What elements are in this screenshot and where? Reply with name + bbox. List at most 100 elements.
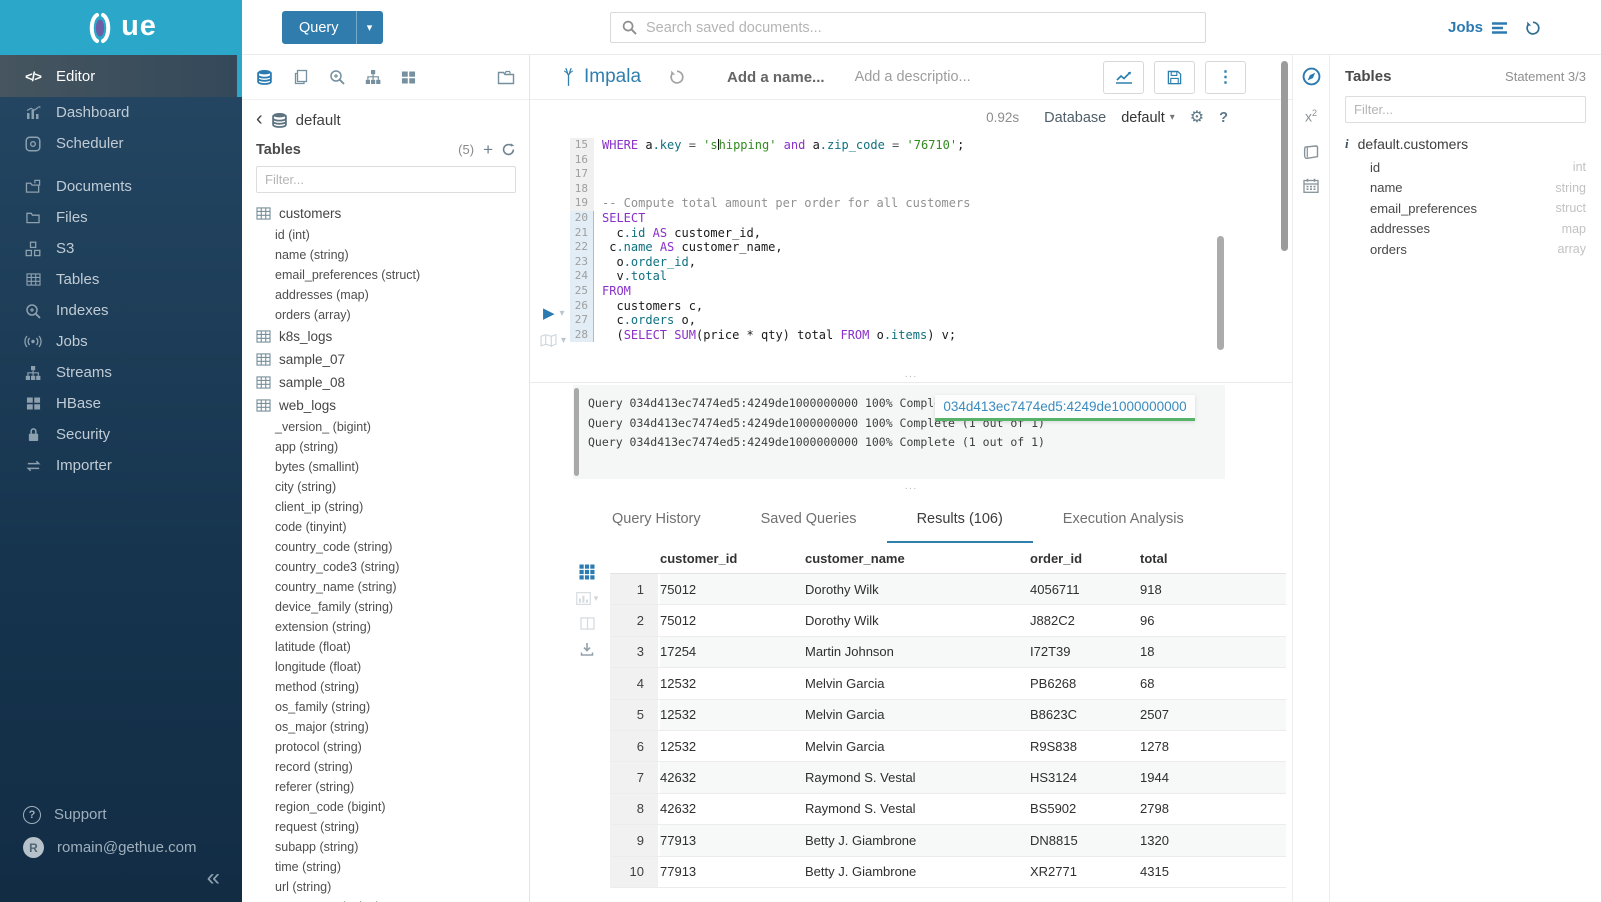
assist-tree-item[interactable]: protocol (string) xyxy=(242,737,529,757)
schema-column-row[interactable]: orders array xyxy=(1345,239,1586,260)
assist-filter-input[interactable] xyxy=(256,166,516,193)
assist-tree-item[interactable]: client_ip (string) xyxy=(242,497,529,517)
user-menu[interactable]: R romain@gethue.com xyxy=(0,831,242,864)
hue-logo[interactable]: ue xyxy=(0,0,242,55)
help-icon[interactable]: ? xyxy=(1219,109,1228,126)
assist-tree-item[interactable]: latitude (float) xyxy=(242,637,529,657)
tab[interactable]: Saved Queries xyxy=(731,496,887,543)
sidebar-collapse-button[interactable]: « xyxy=(206,864,220,891)
settings-gear-icon[interactable]: ⚙ xyxy=(1189,108,1205,126)
assist-tree-item[interactable]: request (string) xyxy=(242,817,529,837)
assist-tree-item[interactable]: email_preferences (struct) xyxy=(242,265,529,285)
assist-tree-item[interactable]: country_code3 (string) xyxy=(242,557,529,577)
log-scrollbar[interactable] xyxy=(574,388,579,476)
assist-tree-item[interactable]: os_family (string) xyxy=(242,697,529,717)
query-name-field[interactable]: Add a name... xyxy=(727,68,825,86)
assist-tree-item[interactable]: city (string) xyxy=(242,477,529,497)
code-line[interactable]: 28 (SELECT SUM(price * qty) total FROM o… xyxy=(530,327,1292,343)
column-header[interactable]: customer_name xyxy=(805,551,905,566)
assist-tree-item[interactable]: country_name (string) xyxy=(242,577,529,597)
assist-tree-item[interactable]: code (tinyint) xyxy=(242,517,529,537)
assist-tree-item[interactable]: referer (string) xyxy=(242,777,529,797)
apps-grid-icon[interactable] xyxy=(401,70,416,85)
table-row[interactable]: 10 77913 Betty J. Giambrone XR2771 4315 xyxy=(610,856,1286,888)
assist-tree-item[interactable]: sample_08 xyxy=(242,371,529,394)
support-link[interactable]: ? Support xyxy=(0,798,242,831)
refresh-icon[interactable] xyxy=(502,143,515,156)
run-options-caret[interactable]: ▾ xyxy=(559,308,565,319)
sql-code-editor[interactable]: 15 WHERE a.key = 'shipping' and a.zip_cod… xyxy=(530,138,1292,343)
sidebar-item[interactable]: Indexes xyxy=(0,295,242,326)
code-line[interactable]: 25 FROM xyxy=(530,283,1292,299)
table-row[interactable]: 4 12532 Melvin Garcia PB6268 68 xyxy=(610,668,1286,700)
code-line[interactable]: 27 c.orders o, xyxy=(530,313,1292,328)
databases-icon[interactable] xyxy=(256,69,273,86)
grid-view-icon[interactable] xyxy=(579,564,595,580)
sidebar-item[interactable]: Security xyxy=(0,419,242,450)
save-button[interactable] xyxy=(1154,60,1195,94)
assist-tree-item[interactable]: web_logs xyxy=(242,394,529,417)
query-history-icon[interactable] xyxy=(669,69,685,85)
column-header[interactable]: order_id xyxy=(1030,551,1083,566)
tab[interactable]: Results (106) xyxy=(886,496,1033,543)
add-table-icon[interactable]: + xyxy=(483,140,493,159)
sidebar-item[interactable]: Tables xyxy=(0,264,242,295)
more-actions-button[interactable]: ⋮ xyxy=(1205,60,1246,94)
sidebar-item[interactable]: </> Editor xyxy=(0,55,242,97)
database-breadcrumb[interactable]: ‹ default xyxy=(242,100,529,131)
editor-scrollbar[interactable] xyxy=(1217,236,1224,350)
documents-icon[interactable] xyxy=(293,69,309,85)
sitemap-icon[interactable] xyxy=(365,69,381,85)
new-query-button[interactable]: Query ▾ xyxy=(282,11,383,44)
code-line[interactable]: 23 o.order_id, xyxy=(530,254,1292,270)
assist-tree-item[interactable]: os_major (string) xyxy=(242,717,529,737)
assist-tree-item[interactable]: device_family (string) xyxy=(242,597,529,617)
assist-tree-item[interactable]: user_agent (string) xyxy=(242,897,529,902)
search-input[interactable] xyxy=(646,19,1194,36)
code-line[interactable]: 24 v.total xyxy=(530,269,1292,284)
resize-handle-bottom[interactable]: ··· xyxy=(904,483,918,494)
assist-tree-item[interactable]: orders (array) xyxy=(242,305,529,325)
tab[interactable]: Execution Analysis xyxy=(1033,496,1214,543)
assist-tree-item[interactable]: longitude (float) xyxy=(242,657,529,677)
assist-tree-item[interactable]: k8s_logs xyxy=(242,325,529,348)
assist-tree-item[interactable]: id (int) xyxy=(242,225,529,245)
chart-button[interactable] xyxy=(1103,60,1144,94)
column-header[interactable]: customer_id xyxy=(660,551,738,566)
sidebar-item[interactable]: Documents xyxy=(0,171,242,202)
assist-tree-item[interactable]: name (string) xyxy=(242,245,529,265)
schema-column-row[interactable]: addresses map xyxy=(1345,219,1586,240)
code-line[interactable]: 20 SELECT xyxy=(530,210,1292,226)
query-dropdown-caret[interactable]: ▾ xyxy=(355,11,383,44)
assist-tree-item[interactable]: sample_07 xyxy=(242,348,529,371)
engine-label[interactable]: Impala xyxy=(584,66,642,87)
code-line[interactable]: 17 xyxy=(530,167,1292,182)
code-line[interactable]: 19 -- Compute total amount per order for … xyxy=(530,196,1292,211)
folder-doc-icon[interactable] xyxy=(497,70,515,85)
table-row[interactable]: 6 12532 Melvin Garcia R9S838 1278 xyxy=(610,730,1286,763)
assist-tree-item[interactable]: record (string) xyxy=(242,757,529,777)
assist-tree-item[interactable]: region_code (bigint) xyxy=(242,797,529,817)
sidebar-item[interactable]: Files xyxy=(0,202,242,233)
back-chevron-icon[interactable]: ‹ xyxy=(256,107,263,130)
assist-tree-item[interactable]: bytes (smallint) xyxy=(242,457,529,477)
assist-tree-item[interactable]: url (string) xyxy=(242,877,529,897)
sidebar-item[interactable]: HBase xyxy=(0,388,242,419)
schema-column-row[interactable]: name string xyxy=(1345,178,1586,199)
code-line[interactable]: 18 xyxy=(530,181,1292,197)
sidebar-item[interactable]: Importer xyxy=(0,450,242,481)
assist-tree-item[interactable]: _version_ (bigint) xyxy=(242,417,529,437)
sidebar-item[interactable]: S3 xyxy=(0,233,242,264)
chart-view-icon[interactable]: ▾ xyxy=(575,592,598,605)
active-table-row[interactable]: i default.customers xyxy=(1345,136,1586,152)
query-id-link[interactable]: 034d413ec7474ed5:4249de1000000000 xyxy=(935,395,1195,421)
functions-icon[interactable]: x2 xyxy=(1304,108,1317,125)
sidebar-item[interactable]: Streams xyxy=(0,357,242,388)
schema-column-row[interactable]: email_preferences struct xyxy=(1345,198,1586,219)
assist-tree-item[interactable]: app (string) xyxy=(242,437,529,457)
assist-tree-item[interactable]: time (string) xyxy=(242,857,529,877)
schedule-icon[interactable] xyxy=(1303,178,1319,193)
query-button-label[interactable]: Query xyxy=(299,19,339,36)
table-row[interactable]: 5 12532 Melvin Garcia B8623C 2507 xyxy=(610,699,1286,731)
tab[interactable]: Query History xyxy=(582,496,731,543)
